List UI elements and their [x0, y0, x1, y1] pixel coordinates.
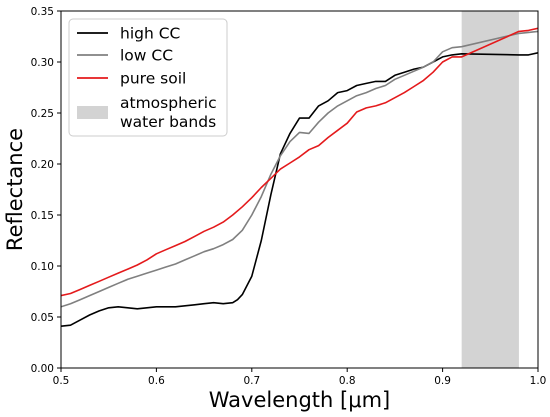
- y-tick-label: 0.30: [31, 57, 54, 69]
- y-tick-label: 0.00: [31, 363, 54, 375]
- x-tick-label: 0.6: [148, 375, 165, 387]
- x-tick-label: 1.0: [530, 375, 547, 387]
- legend-label: high CC: [120, 25, 180, 43]
- series-group: [61, 27, 538, 327]
- plot-area: [61, 11, 538, 368]
- y-tick-label: 0.25: [31, 108, 54, 120]
- y-axis-title: Reflectance: [3, 128, 27, 251]
- legend-box: [68, 18, 228, 137]
- legend-swatch-band: [77, 106, 108, 119]
- legend-label-band-line: water bands: [120, 113, 216, 131]
- x-tick-label: 0.5: [53, 375, 70, 387]
- series-line-high-cc: [61, 52, 538, 327]
- y-tick-label: 0.15: [31, 210, 54, 222]
- legend-label-band-line: atmospheric: [120, 94, 217, 112]
- x-tick-label: 0.9: [434, 375, 451, 387]
- legend-label: pure soil: [120, 70, 186, 88]
- y-tick-label: 0.35: [31, 6, 54, 18]
- y-tick-label: 0.05: [31, 312, 54, 324]
- atmospheric-water-band: [461, 11, 519, 368]
- y-tick-label: 0.10: [31, 261, 54, 273]
- legend: high CC low CC pure soil atmospheric water b…: [68, 18, 228, 137]
- x-axis-title: Wavelength [μm]: [209, 388, 390, 412]
- legend-label: low CC: [120, 47, 173, 65]
- series-line-pure-soil: [61, 27, 538, 297]
- axes: 0.5 0.6 0.7 0.8 0.9 1.0 0.00 0.05 0.10 0.15 0.20 0.…: [31, 6, 547, 387]
- y-tick-label: 0.20: [31, 159, 54, 171]
- x-tick-label: 0.7: [243, 375, 260, 387]
- plot-frame: [60, 10, 539, 369]
- series-line-low-cc: [61, 30, 538, 308]
- legend-label-band: atmospheric water bands: [120, 94, 217, 131]
- x-tick-label: 0.8: [339, 375, 356, 387]
